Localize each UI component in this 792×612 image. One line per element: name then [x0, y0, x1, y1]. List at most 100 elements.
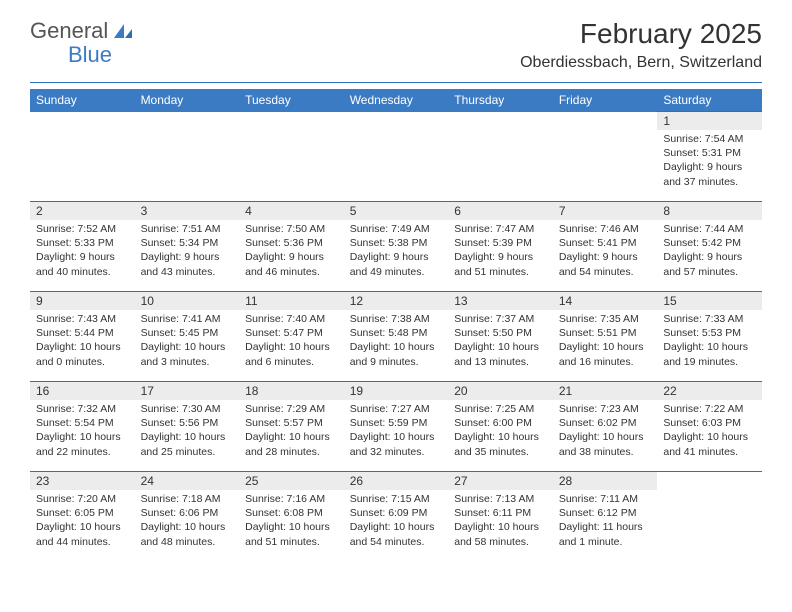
calendar-cell: 25Sunrise: 7:16 AMSunset: 6:08 PMDayligh… — [239, 472, 344, 562]
day-body: Sunrise: 7:43 AMSunset: 5:44 PMDaylight:… — [30, 310, 135, 373]
calendar-cell-empty — [30, 112, 135, 202]
weekday-header-row: SundayMondayTuesdayWednesdayThursdayFrid… — [30, 89, 762, 112]
calendar-cell-empty — [448, 112, 553, 202]
calendar-cell: 9Sunrise: 7:43 AMSunset: 5:44 PMDaylight… — [30, 292, 135, 382]
day-body: Sunrise: 7:33 AMSunset: 5:53 PMDaylight:… — [657, 310, 762, 373]
day-body: Sunrise: 7:41 AMSunset: 5:45 PMDaylight:… — [135, 310, 240, 373]
calendar-cell: 28Sunrise: 7:11 AMSunset: 6:12 PMDayligh… — [553, 472, 658, 562]
calendar-cell-empty — [239, 112, 344, 202]
day-number: 4 — [239, 202, 344, 220]
calendar-table: SundayMondayTuesdayWednesdayThursdayFrid… — [30, 89, 762, 562]
calendar-row: 16Sunrise: 7:32 AMSunset: 5:54 PMDayligh… — [30, 382, 762, 472]
calendar-cell: 14Sunrise: 7:35 AMSunset: 5:51 PMDayligh… — [553, 292, 658, 382]
day-number: 14 — [553, 292, 658, 310]
calendar-cell: 18Sunrise: 7:29 AMSunset: 5:57 PMDayligh… — [239, 382, 344, 472]
calendar-cell: 22Sunrise: 7:22 AMSunset: 6:03 PMDayligh… — [657, 382, 762, 472]
calendar-row: 2Sunrise: 7:52 AMSunset: 5:33 PMDaylight… — [30, 202, 762, 292]
calendar-cell: 21Sunrise: 7:23 AMSunset: 6:02 PMDayligh… — [553, 382, 658, 472]
day-number: 7 — [553, 202, 658, 220]
day-number: 23 — [30, 472, 135, 490]
logo-text-blue: Blue — [68, 42, 112, 68]
calendar-cell: 26Sunrise: 7:15 AMSunset: 6:09 PMDayligh… — [344, 472, 449, 562]
calendar-row: 23Sunrise: 7:20 AMSunset: 6:05 PMDayligh… — [30, 472, 762, 562]
day-body: Sunrise: 7:23 AMSunset: 6:02 PMDaylight:… — [553, 400, 658, 463]
day-body: Sunrise: 7:47 AMSunset: 5:39 PMDaylight:… — [448, 220, 553, 283]
day-body: Sunrise: 7:40 AMSunset: 5:47 PMDaylight:… — [239, 310, 344, 373]
day-number: 5 — [344, 202, 449, 220]
day-number: 3 — [135, 202, 240, 220]
day-number: 27 — [448, 472, 553, 490]
calendar-cell: 8Sunrise: 7:44 AMSunset: 5:42 PMDaylight… — [657, 202, 762, 292]
weekday-header: Monday — [135, 89, 240, 112]
calendar-cell: 19Sunrise: 7:27 AMSunset: 5:59 PMDayligh… — [344, 382, 449, 472]
day-body: Sunrise: 7:35 AMSunset: 5:51 PMDaylight:… — [553, 310, 658, 373]
calendar-row: 1Sunrise: 7:54 AMSunset: 5:31 PMDaylight… — [30, 112, 762, 202]
day-body: Sunrise: 7:22 AMSunset: 6:03 PMDaylight:… — [657, 400, 762, 463]
day-body: Sunrise: 7:20 AMSunset: 6:05 PMDaylight:… — [30, 490, 135, 553]
calendar-cell: 15Sunrise: 7:33 AMSunset: 5:53 PMDayligh… — [657, 292, 762, 382]
day-number: 19 — [344, 382, 449, 400]
day-body: Sunrise: 7:38 AMSunset: 5:48 PMDaylight:… — [344, 310, 449, 373]
calendar-cell: 7Sunrise: 7:46 AMSunset: 5:41 PMDaylight… — [553, 202, 658, 292]
weekday-header: Saturday — [657, 89, 762, 112]
day-body: Sunrise: 7:46 AMSunset: 5:41 PMDaylight:… — [553, 220, 658, 283]
day-number: 11 — [239, 292, 344, 310]
day-number: 16 — [30, 382, 135, 400]
day-number: 12 — [344, 292, 449, 310]
day-number: 8 — [657, 202, 762, 220]
header: General Blue February 2025 Oberdiessbach… — [0, 0, 792, 78]
page-title: February 2025 — [520, 18, 762, 50]
day-body: Sunrise: 7:25 AMSunset: 6:00 PMDaylight:… — [448, 400, 553, 463]
calendar-cell: 3Sunrise: 7:51 AMSunset: 5:34 PMDaylight… — [135, 202, 240, 292]
calendar-row: 9Sunrise: 7:43 AMSunset: 5:44 PMDaylight… — [30, 292, 762, 382]
day-body: Sunrise: 7:16 AMSunset: 6:08 PMDaylight:… — [239, 490, 344, 553]
calendar-cell: 16Sunrise: 7:32 AMSunset: 5:54 PMDayligh… — [30, 382, 135, 472]
calendar-cell: 1Sunrise: 7:54 AMSunset: 5:31 PMDaylight… — [657, 112, 762, 202]
logo-sail-icon — [112, 22, 134, 40]
calendar-cell: 11Sunrise: 7:40 AMSunset: 5:47 PMDayligh… — [239, 292, 344, 382]
calendar-cell: 13Sunrise: 7:37 AMSunset: 5:50 PMDayligh… — [448, 292, 553, 382]
calendar-cell: 27Sunrise: 7:13 AMSunset: 6:11 PMDayligh… — [448, 472, 553, 562]
day-body: Sunrise: 7:30 AMSunset: 5:56 PMDaylight:… — [135, 400, 240, 463]
calendar-body: 1Sunrise: 7:54 AMSunset: 5:31 PMDaylight… — [30, 112, 762, 562]
calendar-cell: 4Sunrise: 7:50 AMSunset: 5:36 PMDaylight… — [239, 202, 344, 292]
day-body: Sunrise: 7:50 AMSunset: 5:36 PMDaylight:… — [239, 220, 344, 283]
day-body: Sunrise: 7:32 AMSunset: 5:54 PMDaylight:… — [30, 400, 135, 463]
day-number: 26 — [344, 472, 449, 490]
calendar-cell: 20Sunrise: 7:25 AMSunset: 6:00 PMDayligh… — [448, 382, 553, 472]
day-body: Sunrise: 7:11 AMSunset: 6:12 PMDaylight:… — [553, 490, 658, 553]
day-number: 17 — [135, 382, 240, 400]
calendar-cell: 2Sunrise: 7:52 AMSunset: 5:33 PMDaylight… — [30, 202, 135, 292]
day-body: Sunrise: 7:15 AMSunset: 6:09 PMDaylight:… — [344, 490, 449, 553]
day-body: Sunrise: 7:13 AMSunset: 6:11 PMDaylight:… — [448, 490, 553, 553]
day-body: Sunrise: 7:37 AMSunset: 5:50 PMDaylight:… — [448, 310, 553, 373]
day-body: Sunrise: 7:49 AMSunset: 5:38 PMDaylight:… — [344, 220, 449, 283]
weekday-header: Sunday — [30, 89, 135, 112]
day-body: Sunrise: 7:27 AMSunset: 5:59 PMDaylight:… — [344, 400, 449, 463]
day-number: 21 — [553, 382, 658, 400]
day-body: Sunrise: 7:44 AMSunset: 5:42 PMDaylight:… — [657, 220, 762, 283]
day-number: 18 — [239, 382, 344, 400]
calendar-cell: 12Sunrise: 7:38 AMSunset: 5:48 PMDayligh… — [344, 292, 449, 382]
calendar-cell: 24Sunrise: 7:18 AMSunset: 6:06 PMDayligh… — [135, 472, 240, 562]
calendar-cell: 6Sunrise: 7:47 AMSunset: 5:39 PMDaylight… — [448, 202, 553, 292]
day-number: 15 — [657, 292, 762, 310]
weekday-header: Wednesday — [344, 89, 449, 112]
day-number: 20 — [448, 382, 553, 400]
day-number: 24 — [135, 472, 240, 490]
weekday-header: Thursday — [448, 89, 553, 112]
calendar-cell-empty — [657, 472, 762, 562]
day-number: 1 — [657, 112, 762, 130]
day-number: 22 — [657, 382, 762, 400]
day-body: Sunrise: 7:52 AMSunset: 5:33 PMDaylight:… — [30, 220, 135, 283]
header-divider — [30, 82, 762, 83]
day-number: 25 — [239, 472, 344, 490]
location-text: Oberdiessbach, Bern, Switzerland — [520, 54, 762, 72]
logo-text-general: General — [30, 18, 108, 44]
calendar-cell: 10Sunrise: 7:41 AMSunset: 5:45 PMDayligh… — [135, 292, 240, 382]
weekday-header: Tuesday — [239, 89, 344, 112]
day-number: 2 — [30, 202, 135, 220]
day-body: Sunrise: 7:51 AMSunset: 5:34 PMDaylight:… — [135, 220, 240, 283]
day-body: Sunrise: 7:29 AMSunset: 5:57 PMDaylight:… — [239, 400, 344, 463]
calendar-cell: 23Sunrise: 7:20 AMSunset: 6:05 PMDayligh… — [30, 472, 135, 562]
